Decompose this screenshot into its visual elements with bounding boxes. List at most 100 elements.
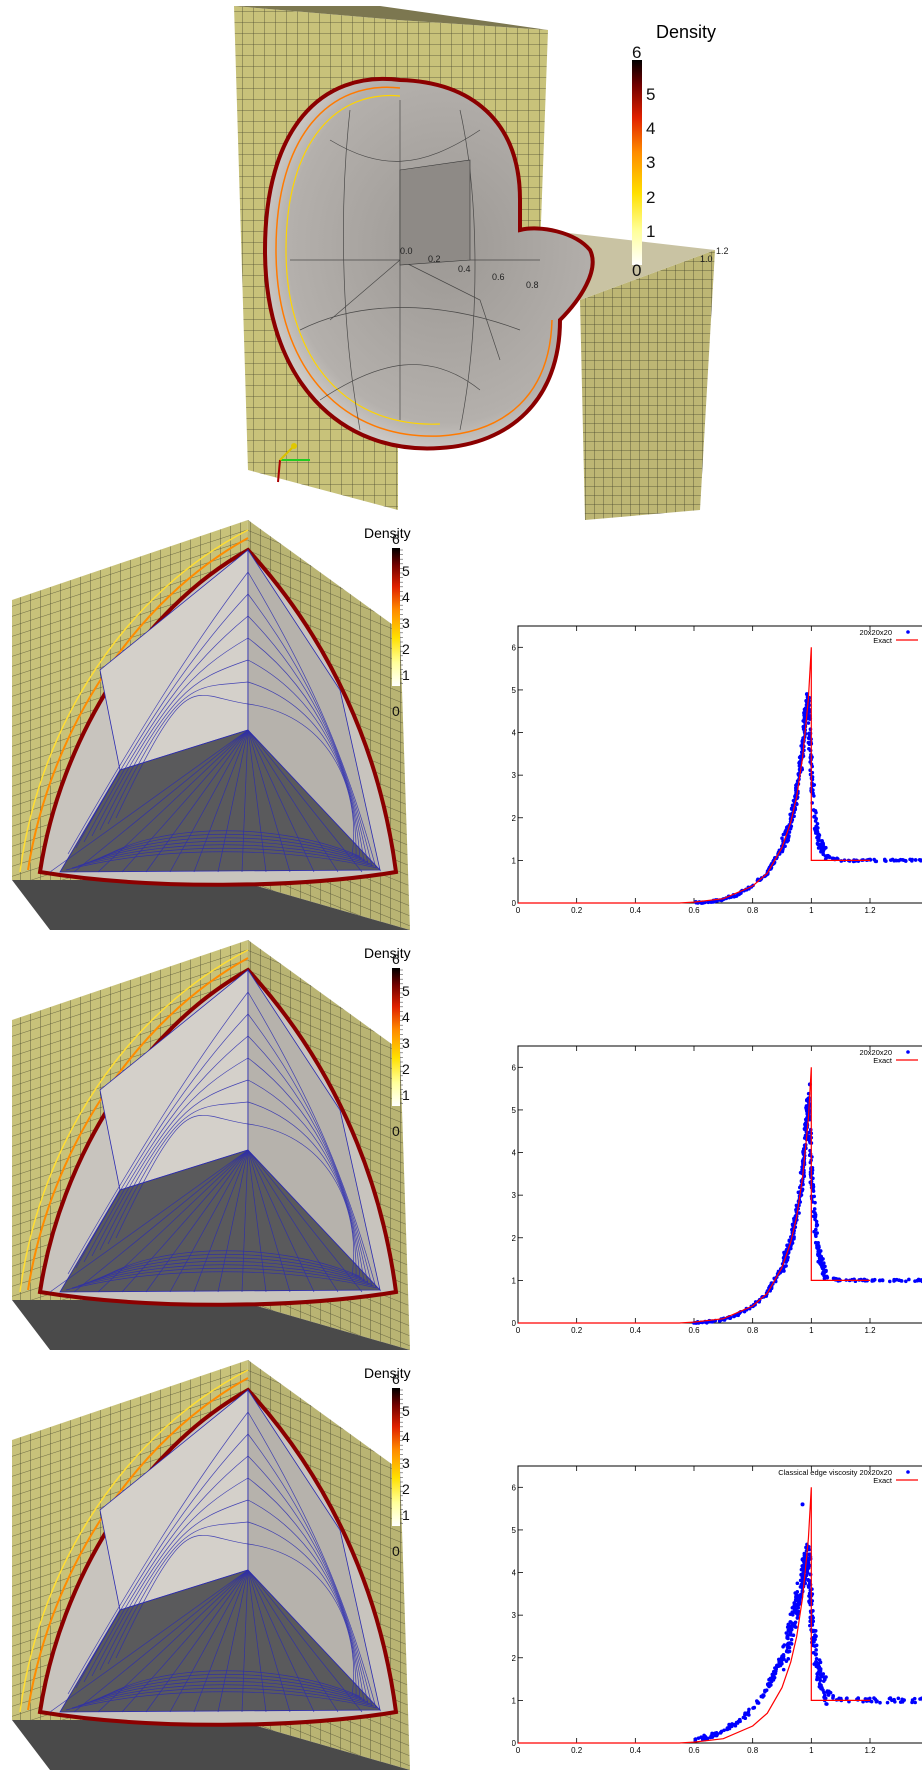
scatter-point <box>825 1702 829 1706</box>
scatter-point <box>782 1269 786 1273</box>
scatter-point <box>811 1615 815 1620</box>
scatter-point <box>872 857 877 862</box>
colorbar-tick-6: 6 <box>392 1371 400 1387</box>
scatter-point <box>892 1279 896 1283</box>
scatter-point <box>795 1581 800 1586</box>
scatter-point <box>806 736 811 741</box>
scatter-point <box>817 1658 822 1662</box>
legend-scatter-marker <box>906 630 910 634</box>
colorbar-tick-3: 3 <box>402 615 410 631</box>
scatter-point <box>900 1700 905 1704</box>
legend-scatter-marker <box>906 1050 910 1054</box>
scatter-point <box>815 821 820 826</box>
scatter-point <box>817 1251 822 1256</box>
scatter-point <box>789 1637 794 1642</box>
scatter-point <box>800 1579 805 1584</box>
scatter-point <box>784 1649 789 1654</box>
x-tick-label: 0.2 <box>571 1326 583 1335</box>
colorbar-tick-3: 3 <box>402 1035 410 1051</box>
y-tick-label: 6 <box>512 643 517 652</box>
legend-exact-label: Exact <box>873 1056 893 1065</box>
colorbar-tick-0: 0 <box>392 1543 400 1559</box>
x-tick-label: 0 <box>516 1746 521 1755</box>
scatter-point <box>797 1211 801 1215</box>
scatter-point <box>728 1316 732 1320</box>
x-tick-label: 0 <box>516 1326 521 1335</box>
x-tick-label: 0.8 <box>747 906 759 915</box>
colorbar-tick-1: 1 <box>402 667 410 683</box>
scatter-point <box>700 1737 705 1742</box>
colorbar-tick-3: 3 <box>646 153 655 172</box>
scatter-point <box>737 1717 742 1722</box>
scatter-point <box>811 1619 816 1624</box>
scatter-point <box>817 833 822 838</box>
scatter-point <box>784 1264 788 1268</box>
scatter-point <box>823 1677 827 1682</box>
plot-frame <box>517 1045 922 1324</box>
scatter-point <box>719 1729 724 1734</box>
x-tick-label: 1.2 <box>864 906 876 915</box>
legend-exact-label: Exact <box>873 1476 893 1485</box>
y-tick-label: 3 <box>512 1191 517 1200</box>
x-tick-label: 0.8 <box>747 1746 759 1755</box>
scatter-point <box>891 1698 896 1702</box>
scatter-point <box>813 1629 818 1633</box>
y-tick-label: 2 <box>512 1654 517 1663</box>
scatter-point <box>787 1649 792 1654</box>
mesh-axis-label-4: 0.8 <box>526 280 539 290</box>
scatter-point <box>693 1737 698 1741</box>
scatter-point <box>814 1234 818 1239</box>
scatter-point <box>793 1598 798 1602</box>
scatter-point <box>795 1611 800 1616</box>
x-tick-label: 1 <box>809 1326 814 1335</box>
scatter-point <box>831 1694 835 1699</box>
scatter-point <box>893 858 898 863</box>
scatter-point <box>741 1715 746 1720</box>
colorbar-tick-5: 5 <box>646 85 655 104</box>
scatter-point <box>884 859 888 863</box>
scatter-point <box>787 834 791 838</box>
scatter-point <box>797 764 802 768</box>
scatter-point <box>817 838 821 843</box>
scatter-point <box>784 1659 789 1663</box>
x-tick-label: 0.4 <box>630 906 642 915</box>
colorbar-tick-0: 0 <box>392 703 400 719</box>
scatter-point <box>910 857 914 862</box>
scatter-point <box>812 815 816 819</box>
scatter-point <box>807 740 812 745</box>
scatter-point <box>801 1147 806 1151</box>
y-tick-label: 2 <box>512 814 517 823</box>
scatter-point <box>781 1667 786 1672</box>
x-tick-label: 1 <box>809 906 814 915</box>
exact-line <box>518 647 870 904</box>
x-tick-label: 1 <box>809 1746 814 1755</box>
scatter-point <box>755 1701 760 1705</box>
mesh-face-bottom <box>12 880 410 930</box>
scatter-point <box>791 1633 796 1637</box>
x-tick-label: 0.2 <box>571 906 583 915</box>
y-tick-label: 0 <box>512 1319 517 1328</box>
scatter-point <box>787 1633 791 1637</box>
y-tick-label: 1 <box>512 856 517 865</box>
scatter-point <box>796 1601 800 1606</box>
colorbar-tick-4: 4 <box>646 119 655 138</box>
scatter-point <box>715 1732 720 1736</box>
scatter-point <box>813 1644 817 1648</box>
scatter-point <box>799 1567 804 1572</box>
scatter-point <box>779 1661 784 1666</box>
scatter-point <box>888 858 893 862</box>
scatter-point <box>822 1273 826 1278</box>
scatter-point <box>815 835 819 840</box>
scatter-point <box>813 1217 817 1222</box>
x-tick-label: 1.2 <box>864 1326 876 1335</box>
scatter-point <box>885 1700 890 1705</box>
scatter-point <box>822 1261 826 1265</box>
scatter-point <box>816 1259 821 1264</box>
scatter-point <box>793 1609 798 1614</box>
colorbar-tick-6: 6 <box>632 43 641 62</box>
scatter-point <box>919 1278 922 1283</box>
scatter-point <box>819 1672 823 1676</box>
y-tick-label: 6 <box>512 1063 517 1072</box>
